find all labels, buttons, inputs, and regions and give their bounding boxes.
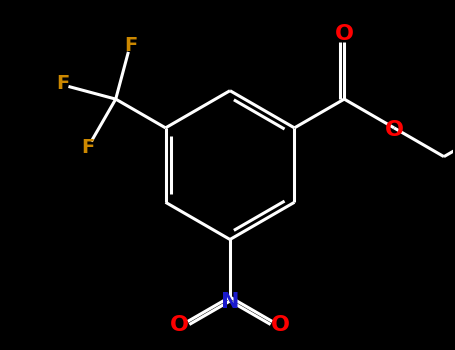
Text: F: F (81, 138, 95, 157)
Text: F: F (125, 36, 138, 55)
Text: F: F (56, 74, 69, 93)
Text: O: O (170, 315, 189, 335)
Text: N: N (221, 292, 239, 312)
Text: O: O (335, 24, 354, 44)
Text: O: O (384, 120, 404, 140)
Text: O: O (271, 315, 290, 335)
